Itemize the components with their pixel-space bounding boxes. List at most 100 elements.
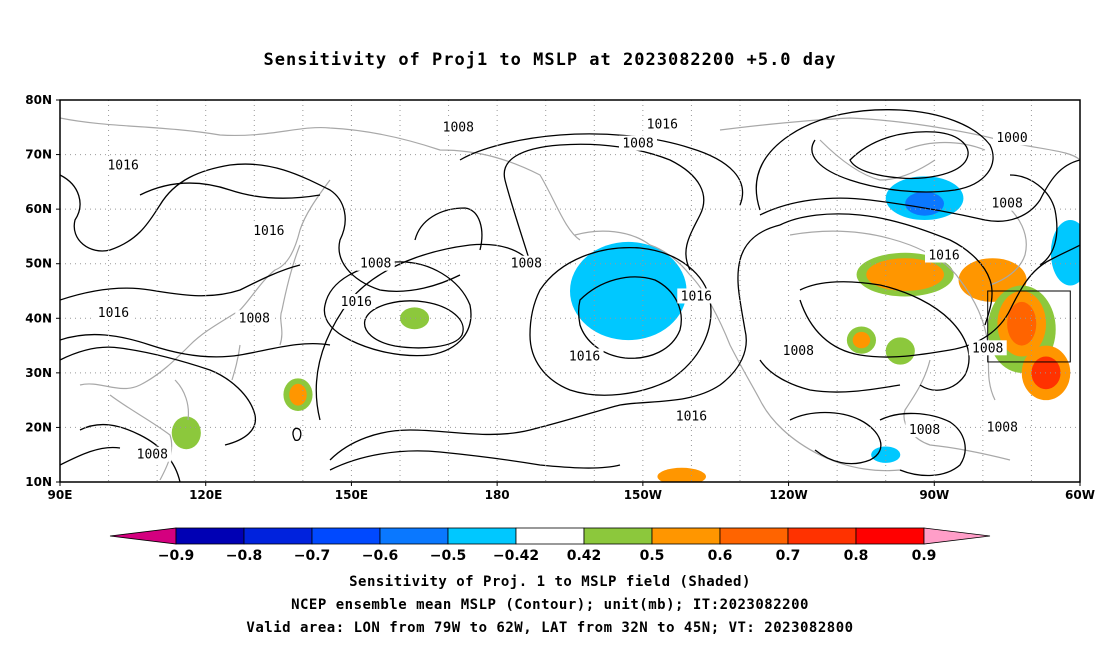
isobar-label: 1008 bbox=[622, 137, 653, 152]
lat-tick-label: 70N bbox=[25, 148, 52, 162]
caption-contour: NCEP ensemble mean MSLP (Contour); unit(… bbox=[291, 597, 809, 613]
isobar-label: 1008 bbox=[239, 311, 270, 326]
colorbar-label: −0.42 bbox=[493, 548, 539, 564]
colorbar-segment bbox=[311, 527, 381, 545]
isobar-label-bg bbox=[993, 130, 1031, 146]
colorbar-segment bbox=[515, 527, 585, 545]
isobar-label: 1008 bbox=[987, 420, 1018, 435]
map-title: Sensitivity of Proj1 to MSLP at 20230822… bbox=[263, 50, 837, 70]
sensitivity-blob bbox=[171, 416, 201, 450]
colorbar-segment bbox=[243, 527, 313, 545]
isobar-label: 1008 bbox=[511, 257, 542, 272]
lon-tick-label: 150W bbox=[624, 488, 662, 502]
isobar-label: 1016 bbox=[341, 295, 372, 310]
isobar-label: 1016 bbox=[98, 306, 129, 321]
isobar-label-bg bbox=[507, 255, 546, 271]
sensitivity-blob bbox=[866, 258, 945, 291]
lat-tick-label: 30N bbox=[25, 366, 52, 380]
colorbar-label: 0.6 bbox=[708, 548, 733, 564]
lat-lon-grid bbox=[60, 100, 1080, 482]
isobar-label: 1016 bbox=[647, 118, 678, 133]
lon-tick-label: 90E bbox=[48, 488, 73, 502]
colorbar-label: 0.9 bbox=[912, 548, 937, 564]
lon-tick-label: 150E bbox=[335, 488, 368, 502]
lon-tick-label: 120E bbox=[189, 488, 222, 502]
colorbar-label: 0.5 bbox=[640, 548, 665, 564]
sensitivity-blob bbox=[657, 467, 706, 482]
isobar-label-bg bbox=[356, 255, 395, 271]
sensitivity-blob bbox=[400, 307, 430, 330]
sensitivity-blob bbox=[289, 383, 307, 406]
isobar-label-bg bbox=[249, 222, 288, 238]
lat-tick-label: 10N bbox=[25, 475, 52, 489]
sensitivity-blob bbox=[871, 446, 901, 463]
isobar-label-bg bbox=[988, 195, 1027, 211]
isobar-label: 1016 bbox=[676, 410, 707, 425]
isobar-label-bg bbox=[677, 288, 716, 304]
isobar-label-bg bbox=[672, 408, 711, 424]
colorbar-segment bbox=[719, 527, 789, 545]
isobar-label: 1016 bbox=[681, 289, 712, 304]
colorbar-label: −0.5 bbox=[430, 548, 467, 564]
isobar-label-bg bbox=[133, 446, 172, 462]
isobar-label-bg bbox=[439, 119, 478, 135]
colorbar-high-triangle bbox=[923, 527, 991, 545]
colorbar-segment bbox=[651, 527, 721, 545]
caption-valid-area: Valid area: LON from 79W to 62W, LAT fro… bbox=[246, 620, 854, 636]
colorbar-label: 0.7 bbox=[776, 548, 801, 564]
isobar-label-bg bbox=[94, 304, 133, 320]
isobar-label-bg bbox=[235, 310, 274, 326]
isobar-label: 1008 bbox=[360, 257, 391, 272]
colorbar-segment bbox=[447, 527, 517, 545]
isobar-label: 1016 bbox=[253, 224, 284, 239]
colorbar-label: 0.42 bbox=[567, 548, 602, 564]
isobar-label-bg bbox=[905, 422, 944, 438]
sensitivity-blob bbox=[570, 241, 687, 341]
lat-tick-label: 60N bbox=[25, 202, 52, 216]
colorbar-segment bbox=[175, 527, 245, 545]
lon-tick-label: 180 bbox=[485, 488, 510, 502]
lat-tick-label: 20N bbox=[25, 420, 52, 434]
isobar-contours bbox=[60, 109, 1080, 482]
isobar-label-bg bbox=[337, 293, 376, 309]
lon-tick-label: 60W bbox=[1065, 488, 1095, 502]
lon-tick-label: 90W bbox=[919, 488, 949, 502]
isobar-label: 1008 bbox=[443, 120, 474, 135]
lat-tick-label: 80N bbox=[25, 93, 52, 107]
sensitivity-blob bbox=[1007, 301, 1037, 346]
isobar-label-bg bbox=[619, 135, 657, 151]
isobar-label: 1008 bbox=[137, 448, 168, 463]
colorbar-segment bbox=[787, 527, 857, 545]
isobar-label: 1016 bbox=[107, 158, 138, 173]
isobar-label-bg bbox=[565, 348, 604, 364]
sensitivity-blob bbox=[905, 191, 944, 216]
isobar-label: 1016 bbox=[928, 249, 959, 264]
isobar-label-bg bbox=[968, 340, 1007, 356]
colorbar-segment bbox=[379, 527, 449, 545]
valid-area-box bbox=[987, 290, 1071, 363]
colorbar-label: −0.7 bbox=[294, 548, 331, 564]
isobar-label: 1008 bbox=[909, 423, 940, 438]
sensitivity-shading bbox=[171, 176, 1080, 482]
isobar-label: 1000 bbox=[996, 131, 1027, 146]
colorbar-segment bbox=[855, 527, 925, 545]
lat-tick-label: 40N bbox=[25, 311, 52, 325]
colorbar-label: 0.8 bbox=[844, 548, 869, 564]
sensitivity-blob bbox=[885, 337, 915, 365]
isobar-label-bg bbox=[104, 157, 143, 173]
colorbar-label: −0.8 bbox=[226, 548, 263, 564]
isobar-label-bg bbox=[643, 116, 682, 132]
isobar-label: 1016 bbox=[569, 349, 600, 364]
isobar-label: 1008 bbox=[783, 344, 814, 359]
sensitivity-blob bbox=[852, 331, 871, 349]
lat-tick-label: 50N bbox=[25, 257, 52, 271]
colorbar-low-triangle bbox=[109, 527, 177, 545]
lon-tick-label: 120W bbox=[769, 488, 807, 502]
map-frame bbox=[59, 99, 1081, 483]
colorbar-label: −0.9 bbox=[158, 548, 195, 564]
caption-shading: Sensitivity of Proj. 1 to MSLP field (Sh… bbox=[349, 574, 751, 590]
isobar-label-bg bbox=[983, 419, 1022, 435]
isobar-label-bg bbox=[925, 247, 963, 263]
